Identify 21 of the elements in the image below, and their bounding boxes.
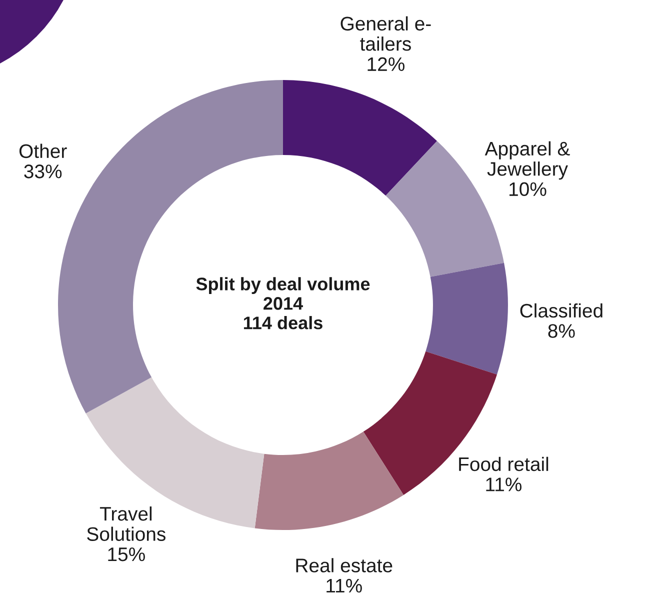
- text: 2014: [264, 297, 303, 310]
- slice-label: General e- tailers: [340, 16, 431, 51]
- donut-slice: [254, 432, 404, 530]
- text: Split by deal volume: [196, 277, 370, 294]
- data-label: 11%: [326, 578, 362, 593]
- slice-label: Real estate: [296, 558, 392, 572]
- donut-slice: [86, 377, 264, 528]
- data-label: 33%: [24, 164, 62, 178]
- donut-slice: [283, 80, 438, 196]
- slice-label: Travel Solutions: [87, 506, 166, 541]
- donut-slice: [426, 262, 508, 375]
- slice-label: Food retail: [459, 456, 548, 472]
- slice-label: Apparel & Jewellery: [484, 141, 570, 180]
- data-label: 11%: [486, 478, 522, 492]
- data-label: 12%: [368, 57, 404, 71]
- slice-label: Other: [19, 144, 67, 158]
- text: 114 deals: [244, 316, 322, 330]
- data-label: 15%: [108, 548, 145, 562]
- slice-label: Classified: [520, 303, 602, 318]
- data-label: 8%: [548, 324, 575, 338]
- data-label: 10%: [510, 182, 546, 196]
